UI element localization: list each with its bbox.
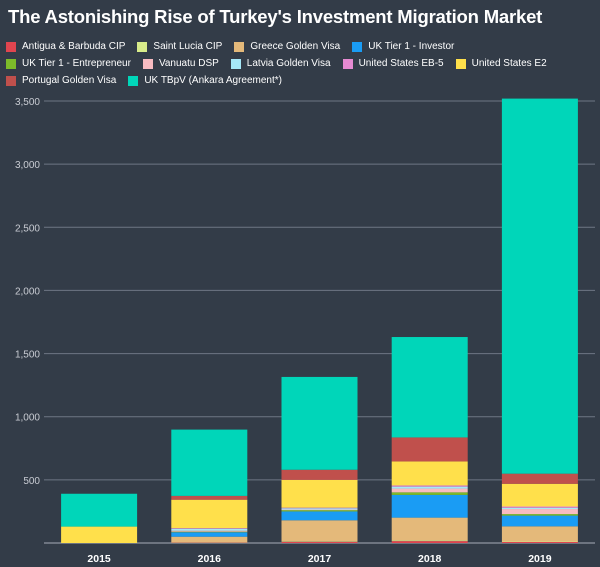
bar-2017-antigua-barbuda-cip[interactable] bbox=[281, 541, 358, 543]
bar-2017-portugal-golden-visa[interactable] bbox=[281, 469, 358, 480]
legend-swatch-uk-tier-1-investor bbox=[352, 41, 363, 52]
bar-2018-uk-tier-1-investor[interactable] bbox=[391, 494, 468, 518]
legend-item-latvia-golden-visa[interactable]: Latvia Golden Visa bbox=[230, 57, 331, 70]
x-tick-label-2015: 2015 bbox=[87, 553, 111, 565]
bar-2016-united-states-e2[interactable] bbox=[171, 499, 248, 529]
bar-2017-uk-tier-1-entrepreneur[interactable] bbox=[281, 510, 358, 512]
legend-item-united-states-eb-5[interactable]: United States EB-5 bbox=[342, 57, 444, 70]
legend-label-antigua-barbuda-cip: Antigua & Barbuda CIP bbox=[22, 41, 126, 52]
legend-label-saint-lucia-cip: Saint Lucia CIP bbox=[153, 41, 223, 52]
x-tick-label-2018: 2018 bbox=[418, 553, 442, 565]
y-tick-label-500: 500 bbox=[23, 476, 40, 487]
y-tick-label-2000: 2,000 bbox=[15, 286, 40, 297]
x-tick-label-2017: 2017 bbox=[308, 553, 332, 565]
y-tick-label-3000: 3,000 bbox=[15, 160, 40, 171]
bar-2019-vanuatu-dsp[interactable] bbox=[501, 509, 578, 515]
bar-2019-united-states-e2[interactable] bbox=[501, 483, 578, 507]
legend-swatch-vanuatu-dsp bbox=[142, 58, 153, 69]
bar-2017-saint-lucia-cip[interactable] bbox=[281, 541, 358, 542]
x-tick-label-2019: 2019 bbox=[528, 553, 552, 565]
bar-2016-uk-tbpv-ankara-agreement[interactable] bbox=[171, 429, 248, 496]
legend-item-uk-tbpv-ankara-agreement[interactable]: UK TBpV (Ankara Agreement*) bbox=[128, 74, 282, 87]
legend-label-latvia-golden-visa: Latvia Golden Visa bbox=[246, 58, 331, 69]
bar-2016-vanuatu-dsp[interactable] bbox=[171, 530, 248, 532]
bar-2018-vanuatu-dsp[interactable] bbox=[391, 488, 468, 493]
legend-swatch-united-states-eb-5 bbox=[342, 58, 353, 69]
legend-item-vanuatu-dsp[interactable]: Vanuatu DSP bbox=[142, 57, 219, 70]
bar-2017-united-states-eb-5[interactable] bbox=[281, 507, 358, 509]
legend-item-uk-tier-1-investor[interactable]: UK Tier 1 - Investor bbox=[352, 40, 454, 53]
bar-2019-united-states-eb-5[interactable] bbox=[501, 506, 578, 508]
legend-item-antigua-barbuda-cip[interactable]: Antigua & Barbuda CIP bbox=[6, 40, 125, 53]
bar-2018-portugal-golden-visa[interactable] bbox=[391, 437, 468, 462]
bar-2016-united-states-eb-5[interactable] bbox=[171, 528, 248, 529]
chart-legend: Antigua & Barbuda CIP Saint Lucia CIP Gree… bbox=[6, 40, 596, 87]
bar-2019-uk-tbpv-ankara-agreement[interactable] bbox=[501, 98, 578, 474]
bar-2018-uk-tbpv-ankara-agreement[interactable] bbox=[391, 337, 468, 438]
bar-2019-latvia-golden-visa[interactable] bbox=[501, 507, 578, 510]
y-tick-label-3500: 3,500 bbox=[15, 97, 40, 108]
bar-2016-uk-tier-1-investor[interactable] bbox=[171, 532, 248, 537]
bar-2019-uk-tier-1-investor[interactable] bbox=[501, 515, 578, 527]
y-tick-label-1500: 1,500 bbox=[15, 350, 40, 361]
bar-2015-united-states-e2[interactable] bbox=[61, 526, 138, 543]
bar-2018-saint-lucia-cip[interactable] bbox=[391, 540, 468, 542]
bar-2018-latvia-golden-visa[interactable] bbox=[391, 486, 468, 489]
legend-item-portugal-golden-visa[interactable]: Portugal Golden Visa bbox=[6, 74, 116, 87]
bar-2016-greece-golden-visa[interactable] bbox=[171, 536, 248, 543]
bar-2018-united-states-e2[interactable] bbox=[391, 461, 468, 486]
legend-swatch-uk-tier-1-entrepreneur bbox=[6, 58, 16, 69]
bar-2018-united-states-eb-5[interactable] bbox=[391, 485, 468, 487]
legend-label-uk-tier-1-investor: UK Tier 1 - Investor bbox=[368, 41, 455, 52]
bar-2017-greece-golden-visa[interactable] bbox=[281, 520, 358, 542]
x-tick-label-2016: 2016 bbox=[198, 553, 222, 565]
legend-label-greece-golden-visa: Greece Golden Visa bbox=[250, 41, 341, 52]
legend-swatch-portugal-golden-visa bbox=[6, 75, 16, 86]
legend-item-united-states-e2[interactable]: United States E2 bbox=[455, 57, 547, 70]
chart-title: The Astonishing Rise of Turkey's Investm… bbox=[8, 6, 543, 27]
bar-2017-vanuatu-dsp[interactable] bbox=[281, 509, 358, 511]
legend-item-saint-lucia-cip[interactable]: Saint Lucia CIP bbox=[137, 40, 222, 53]
legend-label-portugal-golden-visa: Portugal Golden Visa bbox=[22, 75, 117, 86]
bar-2016-latvia-golden-visa[interactable] bbox=[171, 528, 248, 531]
bar-2016-uk-tier-1-entrepreneur[interactable] bbox=[171, 531, 248, 533]
legend-swatch-united-states-e2 bbox=[455, 58, 466, 69]
legend-swatch-greece-golden-visa bbox=[234, 41, 245, 52]
bar-2018-greece-golden-visa[interactable] bbox=[391, 517, 468, 541]
y-tick-label-1000: 1,000 bbox=[15, 413, 40, 424]
legend-label-vanuatu-dsp: Vanuatu DSP bbox=[158, 58, 219, 69]
y-tick-label-2500: 2,500 bbox=[15, 223, 40, 234]
bar-2019-antigua-barbuda-cip[interactable] bbox=[501, 541, 578, 543]
bar-2018-uk-tier-1-entrepreneur[interactable] bbox=[391, 492, 468, 495]
legend-swatch-saint-lucia-cip bbox=[137, 41, 148, 52]
legend-swatch-uk-tbpv-ankara-agreement bbox=[128, 75, 139, 86]
bar-2017-latvia-golden-visa[interactable] bbox=[281, 508, 358, 510]
bar-2019-saint-lucia-cip[interactable] bbox=[501, 541, 578, 542]
bar-2016-portugal-golden-visa[interactable] bbox=[171, 495, 248, 500]
legend-swatch-latvia-golden-visa bbox=[230, 58, 241, 69]
legend-item-uk-tier-1-entrepreneur[interactable]: UK Tier 1 - Entrepreneur bbox=[6, 57, 131, 70]
bar-2017-uk-tbpv-ankara-agreement[interactable] bbox=[281, 376, 358, 470]
bar-2015-uk-tbpv-ankara-agreement[interactable] bbox=[61, 493, 138, 527]
bar-2019-portugal-golden-visa[interactable] bbox=[501, 473, 578, 484]
legend-item-greece-golden-visa[interactable]: Greece Golden Visa bbox=[234, 40, 340, 53]
legend-label-united-states-eb-5: United States EB-5 bbox=[358, 58, 444, 69]
legend-swatch-antigua-barbuda-cip bbox=[6, 41, 16, 52]
bar-2017-uk-tier-1-investor[interactable] bbox=[281, 511, 358, 521]
bar-2019-uk-tier-1-entrepreneur[interactable] bbox=[501, 514, 578, 516]
bar-2019-greece-golden-visa[interactable] bbox=[501, 526, 578, 542]
legend-label-united-states-e2: United States E2 bbox=[471, 58, 547, 69]
legend-label-uk-tier-1-entrepreneur: UK Tier 1 - Entrepreneur bbox=[22, 58, 131, 69]
bar-2018-antigua-barbuda-cip[interactable] bbox=[391, 541, 468, 543]
legend-label-uk-tbpv-ankara-agreement: UK TBpV (Ankara Agreement*) bbox=[144, 75, 282, 86]
bar-2017-united-states-e2[interactable] bbox=[281, 479, 358, 508]
